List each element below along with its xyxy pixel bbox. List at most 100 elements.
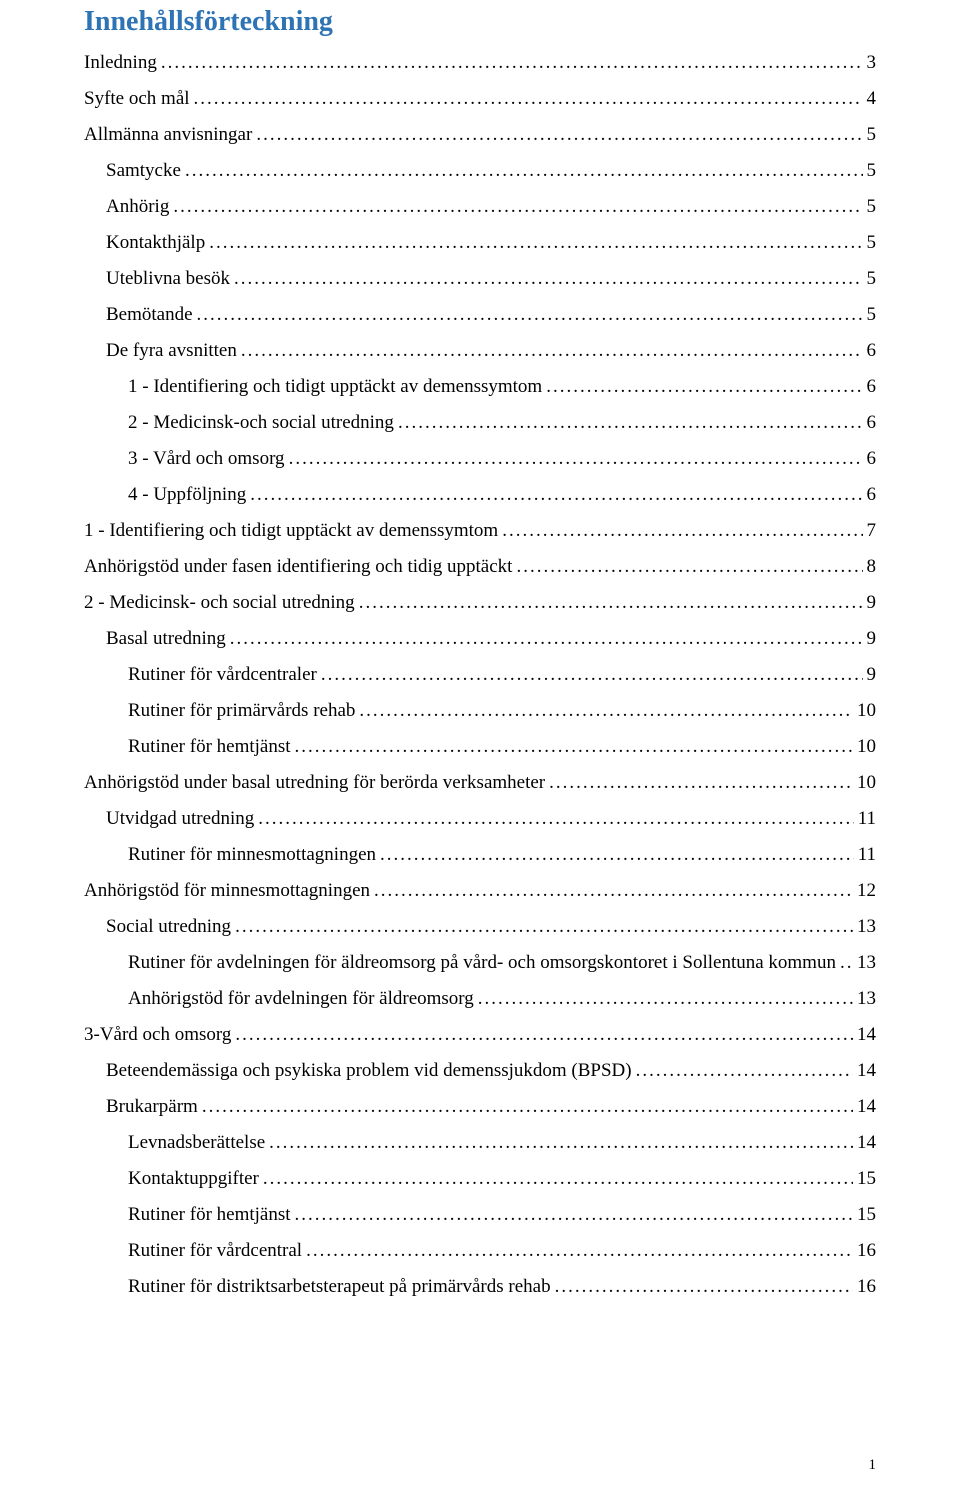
- toc-leader-dots: [161, 52, 863, 74]
- toc-leader-dots: [516, 556, 862, 578]
- toc-entry[interactable]: 3-Vård och omsorg 14: [84, 1024, 876, 1046]
- toc-entry[interactable]: Kontakthjälp5: [84, 232, 876, 254]
- toc-entry-page: 15: [857, 1168, 876, 1190]
- toc-entry-label: Anhörig: [106, 196, 169, 218]
- toc-leader-dots: [398, 412, 863, 434]
- toc-entry[interactable]: Anhörigstöd under fasen identifiering oc…: [84, 556, 876, 578]
- toc-leader-dots: [546, 376, 862, 398]
- toc-entry-label: De fyra avsnitten: [106, 340, 237, 362]
- toc-entry[interactable]: Rutiner för minnesmottagningen 11: [84, 844, 876, 866]
- toc-entry[interactable]: Anhörig 5: [84, 196, 876, 218]
- toc-entry-label: Anhörigstöd under basal utredning för be…: [84, 772, 545, 794]
- toc-entry[interactable]: Beteendemässiga och psykiska problem vid…: [84, 1060, 876, 1082]
- toc-leader-dots: [359, 700, 853, 722]
- toc-entry-label: Bemötande: [106, 304, 193, 326]
- toc-entry[interactable]: Syfte och mål 4: [84, 88, 876, 110]
- toc-entry-label: Rutiner för minnesmottagningen: [128, 844, 376, 866]
- toc-entry[interactable]: Kontaktuppgifter 15: [84, 1168, 876, 1190]
- toc-entry-page: 13: [857, 916, 876, 938]
- toc-leader-dots: [256, 124, 862, 146]
- toc-entry-label: Levnadsberättelse: [128, 1132, 265, 1154]
- toc-entry-page: 10: [857, 772, 876, 794]
- toc-entry[interactable]: Rutiner för distriktsarbetsterapeut på p…: [84, 1276, 876, 1298]
- toc-entry[interactable]: Levnadsberättelse 14: [84, 1132, 876, 1154]
- toc-entry[interactable]: 1 - Identifiering och tidigt upptäckt av…: [84, 376, 876, 398]
- toc-entry-label: Rutiner för vårdcentraler: [128, 664, 317, 686]
- toc-entry-label: Beteendemässiga och psykiska problem vid…: [106, 1060, 632, 1082]
- toc-entry-page: 5: [867, 196, 877, 218]
- toc-entry-page: 6: [867, 376, 877, 398]
- toc-entry-label: Anhörigstöd för minnesmottagningen: [84, 880, 370, 902]
- toc-leader-dots: [230, 628, 863, 650]
- toc-leader-dots: [202, 1096, 853, 1118]
- page-number-footer: 1: [869, 1457, 877, 1474]
- toc-entry-page: 6: [867, 340, 877, 362]
- toc-entry-label: Uteblivna besök: [106, 268, 230, 290]
- toc-leader-dots: [194, 88, 863, 110]
- toc-entry-label: Kontaktuppgifter: [128, 1168, 259, 1190]
- toc-entry-page: 9: [867, 592, 877, 614]
- toc-entry-page: 9: [867, 664, 877, 686]
- toc-entry-page: 4: [867, 88, 877, 110]
- toc-entry[interactable]: Utvidgad utredning11: [84, 808, 876, 830]
- toc-entry[interactable]: Brukarpärm14: [84, 1096, 876, 1118]
- toc-entry[interactable]: 2 - Medicinsk- och social utredning9: [84, 592, 876, 614]
- toc-entry-page: 14: [857, 1060, 876, 1082]
- toc-entry[interactable]: Basal utredning9: [84, 628, 876, 650]
- toc-entry-label: Anhörigstöd under fasen identifiering oc…: [84, 556, 512, 578]
- toc-entry-page: 14: [857, 1024, 876, 1046]
- toc-leader-dots: [555, 1276, 853, 1298]
- toc-entry[interactable]: Rutiner för avdelningen för äldreomsorg …: [84, 952, 876, 974]
- toc-leader-dots: [173, 196, 862, 218]
- toc-leader-dots: [234, 268, 862, 290]
- toc-leader-dots: [840, 952, 853, 974]
- toc-entry[interactable]: Inledning3: [84, 52, 876, 74]
- toc-entry[interactable]: Rutiner för vårdcentraler 9: [84, 664, 876, 686]
- toc-entry-label: Syfte och mål: [84, 88, 190, 110]
- toc-entry-page: 10: [857, 700, 876, 722]
- toc-entry-page: 11: [858, 844, 876, 866]
- document-page: Innehållsförteckning Inledning3Syfte och…: [0, 0, 960, 1494]
- toc-entry-label: Samtycke: [106, 160, 181, 182]
- toc-entry[interactable]: Uteblivna besök5: [84, 268, 876, 290]
- toc-entry-label: Rutiner för primärvårds rehab: [128, 700, 355, 722]
- toc-leader-dots: [636, 1060, 853, 1082]
- toc-entry[interactable]: Samtycke5: [84, 160, 876, 182]
- toc-leader-dots: [209, 232, 862, 254]
- toc-entry-page: 12: [857, 880, 876, 902]
- toc-entry[interactable]: De fyra avsnitten 6: [84, 340, 876, 362]
- toc-entry-page: 14: [857, 1132, 876, 1154]
- toc-entry[interactable]: Rutiner för hemtjänst10: [84, 736, 876, 758]
- toc-entry[interactable]: 4 - Uppföljning6: [84, 484, 876, 506]
- toc-entry-page: 15: [857, 1204, 876, 1226]
- toc-leader-dots: [306, 1240, 853, 1262]
- toc-entry-page: 16: [857, 1240, 876, 1262]
- toc-entry-page: 8: [867, 556, 877, 578]
- toc-entry[interactable]: Anhörigstöd för minnesmottagningen 12: [84, 880, 876, 902]
- toc-entry[interactable]: 1 - Identifiering och tidigt upptäckt av…: [84, 520, 876, 542]
- toc-entry[interactable]: Anhörigstöd för avdelningen för äldreoms…: [84, 988, 876, 1010]
- toc-entry-page: 5: [867, 304, 877, 326]
- toc-entry[interactable]: Allmänna anvisningar5: [84, 124, 876, 146]
- toc-entry-page: 6: [867, 484, 877, 506]
- toc-entry[interactable]: Social utredning 13: [84, 916, 876, 938]
- toc-leader-dots: [321, 664, 863, 686]
- toc-entry[interactable]: Rutiner för primärvårds rehab 10: [84, 700, 876, 722]
- toc-entry-page: 3: [867, 52, 877, 74]
- toc-entry-label: Kontakthjälp: [106, 232, 205, 254]
- toc-entry-label: Social utredning: [106, 916, 231, 938]
- toc-entry-page: 11: [858, 808, 876, 830]
- toc-entry[interactable]: Rutiner för vårdcentral16: [84, 1240, 876, 1262]
- toc-entry[interactable]: Bemötande 5: [84, 304, 876, 326]
- toc-entry-label: 3-Vård och omsorg: [84, 1024, 231, 1046]
- toc-entry[interactable]: Anhörigstöd under basal utredning för be…: [84, 772, 876, 794]
- toc-entry[interactable]: 2 - Medicinsk-och social utredning6: [84, 412, 876, 434]
- toc-entry-page: 14: [857, 1096, 876, 1118]
- toc-leader-dots: [374, 880, 853, 902]
- toc-entry[interactable]: 3 - Vård och omsorg6: [84, 448, 876, 470]
- toc-entry-page: 10: [857, 736, 876, 758]
- toc-entry-label: 1 - Identifiering och tidigt upptäckt av…: [84, 520, 498, 542]
- toc-entry[interactable]: Rutiner för hemtjänst15: [84, 1204, 876, 1226]
- toc-list: Inledning3 Syfte och mål 4 Allmänna anvisni…: [84, 52, 876, 1298]
- toc-entry-label: Basal utredning: [106, 628, 226, 650]
